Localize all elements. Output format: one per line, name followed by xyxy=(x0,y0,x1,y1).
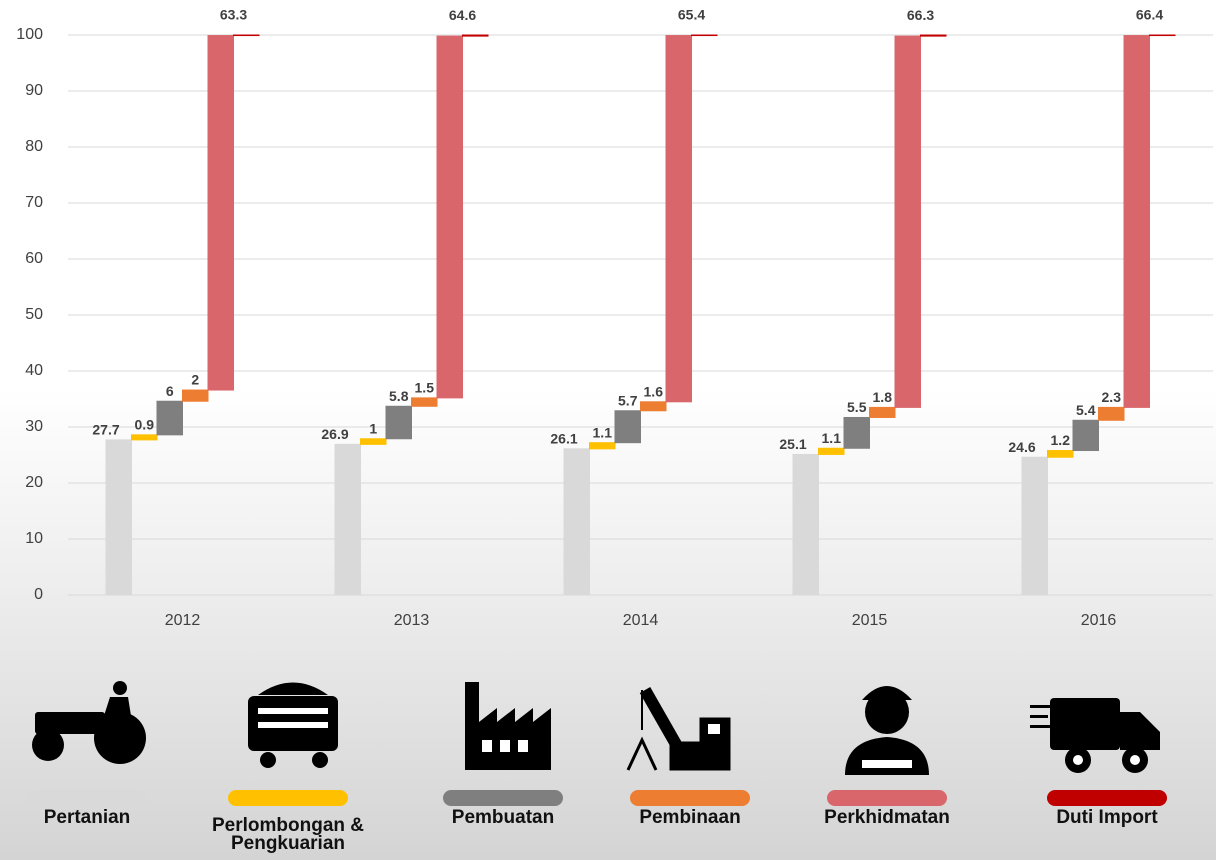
legend-label: Perkhidmatan xyxy=(824,807,950,828)
y-tick-label: 40 xyxy=(25,362,43,379)
bar xyxy=(436,35,463,399)
legend: Pertanian Perlombongan & Pengkuarian Pembua… xyxy=(27,681,1167,854)
y-tick-label: 30 xyxy=(25,418,43,435)
legend-label: Perlombongan & Pengkuarian xyxy=(212,815,364,854)
bar xyxy=(182,389,209,402)
x-tick-label: 2014 xyxy=(623,612,659,629)
y-tick-label: 0 xyxy=(34,586,43,603)
legend-label: Duti Import xyxy=(1056,807,1158,828)
value-label: 1.2 xyxy=(1051,432,1071,448)
value-label: 5.7 xyxy=(618,392,638,408)
y-tick-label: 20 xyxy=(25,474,43,491)
bar xyxy=(920,34,947,37)
bar xyxy=(818,447,845,455)
x-tick-label: 2012 xyxy=(165,612,201,629)
value-label: 5.5 xyxy=(847,399,867,415)
legend-swatch xyxy=(1047,790,1167,806)
value-label: 1.1 xyxy=(822,430,842,446)
value-label: 25.1 xyxy=(779,436,806,452)
value-label: 1 xyxy=(369,420,377,436)
value-label: 66.3 xyxy=(907,7,934,23)
value-label: 1.5 xyxy=(415,380,435,396)
legend-swatch xyxy=(827,790,947,806)
y-tick-label: 10 xyxy=(25,530,43,547)
bar xyxy=(614,410,641,444)
bar xyxy=(207,35,234,391)
bar xyxy=(233,34,260,37)
value-label: 5.8 xyxy=(389,388,409,404)
bar xyxy=(843,416,870,449)
bar xyxy=(156,400,183,436)
bar xyxy=(894,35,921,408)
bar xyxy=(563,448,590,596)
value-label: 2.3 xyxy=(1102,389,1122,405)
mine-cart-icon xyxy=(248,682,338,768)
value-label: 1.8 xyxy=(873,389,893,405)
bar xyxy=(869,406,896,418)
bar xyxy=(1047,450,1074,458)
bar xyxy=(131,434,158,441)
value-label: 1.6 xyxy=(644,384,664,400)
y-tick-label: 60 xyxy=(25,250,43,267)
truck-icon xyxy=(1030,698,1160,773)
x-tick-label: 2013 xyxy=(394,612,430,629)
value-label: 0.9 xyxy=(135,417,155,433)
legend-label-line: Perlombongan & xyxy=(212,815,364,836)
crane-icon xyxy=(626,687,731,771)
value-label: 1.1 xyxy=(593,424,613,440)
value-label: 2 xyxy=(191,372,199,388)
legend-swatch xyxy=(27,790,147,806)
legend-label: Pembuatan xyxy=(452,807,554,828)
bar xyxy=(665,35,692,403)
tractor-icon xyxy=(32,681,146,764)
value-label: 64.6 xyxy=(449,7,476,23)
bar xyxy=(691,34,718,37)
value-label: 6 xyxy=(166,383,174,399)
value-label: 65.4 xyxy=(678,6,705,22)
x-tick-label: 2016 xyxy=(1081,612,1117,629)
bar xyxy=(589,442,616,450)
legend-swatch xyxy=(228,790,348,806)
bar xyxy=(385,405,412,440)
bar xyxy=(411,397,438,407)
plot-area: 0 10 20 30 40 50 60 70 80 90 100 2012 27.7 0.9 6 2 63.3 2… xyxy=(16,6,1213,629)
bar xyxy=(1149,34,1176,37)
bar xyxy=(792,453,819,596)
value-label: 27.7 xyxy=(92,422,119,438)
value-label: 66.4 xyxy=(1136,6,1163,22)
legend-label: Pembinaan xyxy=(639,807,740,828)
factory-icon xyxy=(465,682,551,770)
legend-label: Pertanian xyxy=(44,807,131,828)
mechanic-icon xyxy=(845,686,929,775)
legend-label-line: Pengkuarian xyxy=(231,833,345,854)
y-tick-label: 70 xyxy=(25,194,43,211)
legend-swatch xyxy=(630,790,750,806)
bar xyxy=(462,34,489,37)
legend-swatch xyxy=(443,790,563,806)
value-label: 24.6 xyxy=(1008,439,1035,455)
bar xyxy=(1072,419,1099,452)
bar xyxy=(1021,456,1048,596)
bar xyxy=(105,439,132,596)
value-label: 5.4 xyxy=(1076,402,1096,418)
value-label: 26.1 xyxy=(550,431,577,447)
y-tick-label: 80 xyxy=(25,138,43,155)
bar xyxy=(334,443,361,596)
bar xyxy=(1123,35,1150,408)
bar xyxy=(360,438,387,445)
y-tick-label: 90 xyxy=(25,82,43,99)
y-tick-label: 100 xyxy=(16,26,43,43)
bar xyxy=(1098,406,1125,421)
x-tick-label: 2015 xyxy=(852,612,888,629)
bar xyxy=(640,401,667,412)
value-label: 63.3 xyxy=(220,6,247,22)
y-tick-label: 50 xyxy=(25,306,43,323)
value-label: 26.9 xyxy=(321,426,348,442)
